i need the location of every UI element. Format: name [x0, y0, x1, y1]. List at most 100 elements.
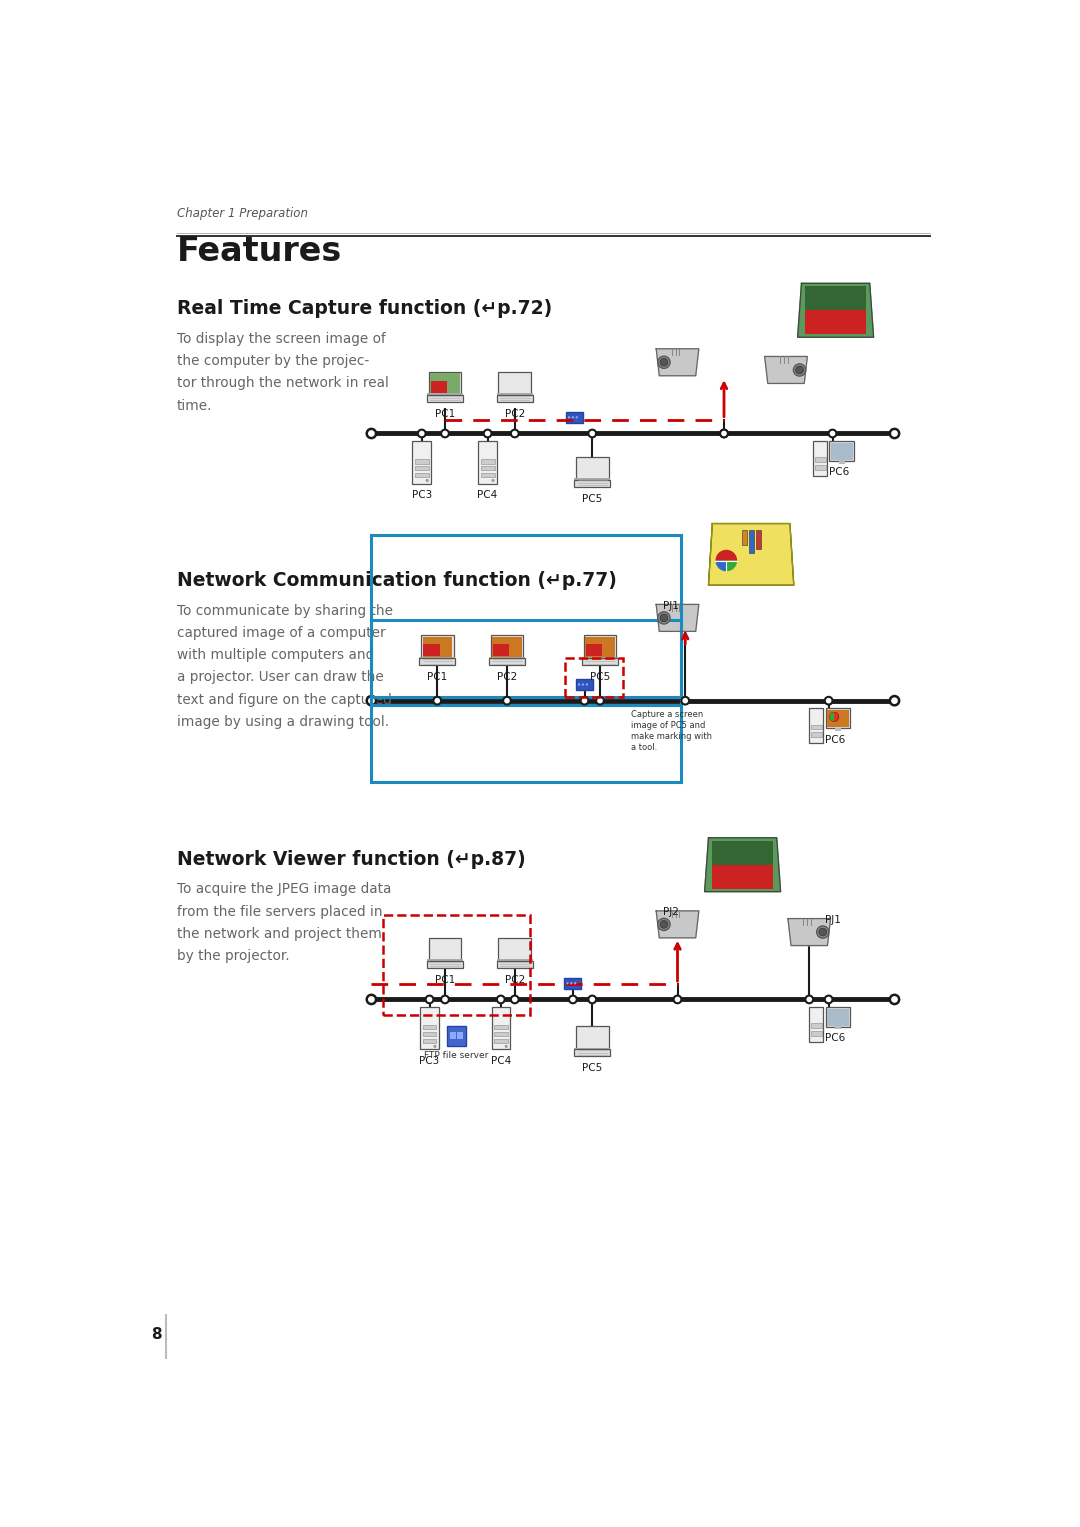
Bar [494, 644, 510, 657]
Polygon shape [704, 838, 781, 892]
Circle shape [794, 363, 806, 376]
Circle shape [575, 982, 577, 985]
Bar [565, 658, 623, 696]
Bar [450, 1032, 456, 1040]
Bar [835, 728, 841, 731]
Polygon shape [657, 348, 699, 376]
Circle shape [433, 1044, 436, 1048]
Text: PJ2: PJ2 [663, 907, 679, 918]
Bar [421, 635, 454, 658]
Bar [575, 1048, 610, 1051]
Circle shape [596, 696, 604, 704]
Circle shape [658, 612, 670, 625]
Circle shape [503, 696, 511, 704]
Bar [576, 680, 593, 690]
Text: FTP file server: FTP file server [424, 1051, 489, 1060]
Bar [811, 1031, 822, 1035]
Text: Features: Features [177, 235, 342, 267]
Circle shape [484, 429, 491, 437]
Bar [814, 466, 825, 470]
Circle shape [796, 366, 804, 374]
Text: 8: 8 [151, 1327, 162, 1342]
Bar [829, 441, 854, 461]
Circle shape [585, 684, 588, 686]
Bar [827, 710, 849, 727]
Text: PC1: PC1 [435, 974, 455, 985]
Circle shape [426, 479, 429, 483]
Wedge shape [715, 560, 727, 571]
Circle shape [890, 429, 900, 438]
Bar [582, 657, 618, 660]
Circle shape [658, 356, 670, 368]
Circle shape [674, 996, 681, 1003]
Text: Capture a screen
image of PC5 and
make marking with
a tool.: Capture a screen image of PC5 and make m… [631, 710, 712, 753]
Wedge shape [829, 712, 834, 721]
Bar [827, 710, 849, 727]
Bar [428, 395, 463, 402]
Bar [481, 473, 495, 478]
Bar [413, 441, 431, 484]
Bar [415, 460, 429, 464]
Bar [422, 1038, 436, 1043]
Bar [499, 938, 531, 960]
Bar [497, 394, 532, 395]
Text: Network Viewer function (↵p.87): Network Viewer function (↵p.87) [177, 849, 526, 869]
Text: PC3: PC3 [419, 1055, 440, 1066]
Bar [458, 1032, 463, 1040]
Circle shape [806, 996, 813, 1003]
Bar [428, 960, 463, 968]
Bar [494, 1032, 508, 1037]
Bar [742, 530, 747, 545]
Bar [383, 915, 530, 1015]
Circle shape [681, 696, 689, 704]
Circle shape [720, 429, 728, 437]
Bar [497, 395, 532, 402]
Bar [423, 644, 440, 657]
Circle shape [570, 982, 572, 985]
Bar [806, 287, 866, 310]
Text: PC2: PC2 [497, 672, 517, 683]
Bar [811, 724, 822, 730]
Bar [499, 373, 531, 395]
Bar [481, 466, 495, 470]
Circle shape [566, 982, 568, 985]
Bar [431, 382, 447, 392]
Bar [422, 1032, 436, 1037]
Circle shape [367, 429, 376, 438]
Circle shape [418, 429, 426, 437]
Text: PC6: PC6 [825, 1034, 845, 1043]
Bar [422, 637, 451, 657]
Bar [478, 441, 497, 484]
Bar [481, 460, 495, 464]
Circle shape [660, 359, 667, 366]
Circle shape [589, 996, 596, 1003]
Circle shape [825, 696, 833, 704]
Bar [756, 530, 761, 550]
Polygon shape [708, 524, 794, 585]
Circle shape [576, 417, 578, 418]
Bar [809, 1008, 823, 1041]
Bar [575, 1049, 610, 1057]
Bar [809, 709, 823, 744]
Bar [806, 310, 866, 334]
Circle shape [582, 684, 584, 686]
Polygon shape [788, 919, 831, 945]
Bar [585, 637, 615, 657]
Bar [835, 1026, 841, 1029]
Circle shape [578, 684, 580, 686]
Text: PC1: PC1 [427, 672, 447, 683]
Circle shape [589, 429, 596, 437]
Bar [575, 479, 610, 487]
Circle shape [890, 994, 900, 1005]
Text: PC4: PC4 [490, 1055, 511, 1066]
Polygon shape [657, 912, 699, 938]
Bar [827, 1009, 849, 1026]
Bar [825, 709, 850, 728]
Circle shape [829, 712, 839, 721]
Text: Real Time Capture function (↵p.72): Real Time Capture function (↵p.72) [177, 299, 552, 318]
Bar [494, 1025, 508, 1029]
Bar [490, 635, 524, 658]
Circle shape [660, 614, 667, 621]
Bar [420, 1008, 438, 1049]
Text: PC2: PC2 [504, 409, 525, 418]
